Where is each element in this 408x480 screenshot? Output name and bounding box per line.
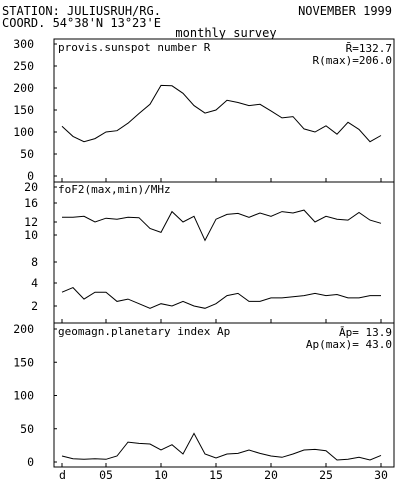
ap-mean-annotation: Āp= 13.9 [339,326,392,339]
y-tick-label: 16 [24,196,38,210]
y-tick-label: 8 [31,255,38,269]
y-tick-label: 250 [13,59,34,73]
y-tick-label: 200 [13,322,34,336]
y-tick-label: 100 [13,125,34,139]
y-tick-label: 50 [20,422,34,436]
y-tick-label: 0 [27,455,34,469]
sunspot-mean-annotation: R̄=132.7 [346,42,392,55]
x-tick-label: 25 [319,468,333,480]
ap-panel-title: geomagn.planetary index Ap [58,325,230,338]
sunspot-max-annotation: R(max)=206.0 [313,54,392,67]
y-tick-label: 10 [24,228,38,242]
y-tick-label: 0 [27,169,34,183]
sunspot-panel-title: provis.sunspot number R [58,41,211,54]
x-tick-label: 15 [209,468,223,480]
series-line-2-1 [62,209,382,242]
y-tick-label: 20 [24,180,38,194]
x-tick-label: 05 [99,468,113,480]
station-label: STATION: JULIUSRUH/RG. [2,4,161,18]
plot-layer: 3002502001501005002016121084220015010050… [13,37,388,480]
y-tick-label: 4 [31,276,38,290]
y-tick-label: 300 [13,37,34,51]
survey-title: monthly survey [175,26,276,40]
y-tick-label: 12 [24,215,38,229]
y-tick-label: 150 [13,103,34,117]
coordinates-label: COORD. 54°38'N 13°23'E [2,16,161,30]
ap-max-annotation: Ap(max)= 43.0 [306,338,392,351]
y-tick-label: 200 [13,81,34,95]
x-tick-label: 10 [154,468,168,480]
y-tick-label: 150 [13,355,34,369]
x-tick-label: d [59,468,66,480]
y-tick-label: 2 [31,299,38,313]
y-tick-label: 100 [13,389,34,403]
month-label: NOVEMBER 1999 [298,4,392,18]
fof2-panel-title: foF2(max,min)/MHz [58,183,171,196]
panel-2-frame [53,181,395,324]
x-tick-label: 30 [374,468,388,480]
series-line-2-2 [61,287,381,309]
series-line-1-1 [61,84,382,143]
series-line-3-1 [61,432,382,461]
x-tick-label: 20 [264,468,278,480]
y-tick-label: 50 [20,147,34,161]
